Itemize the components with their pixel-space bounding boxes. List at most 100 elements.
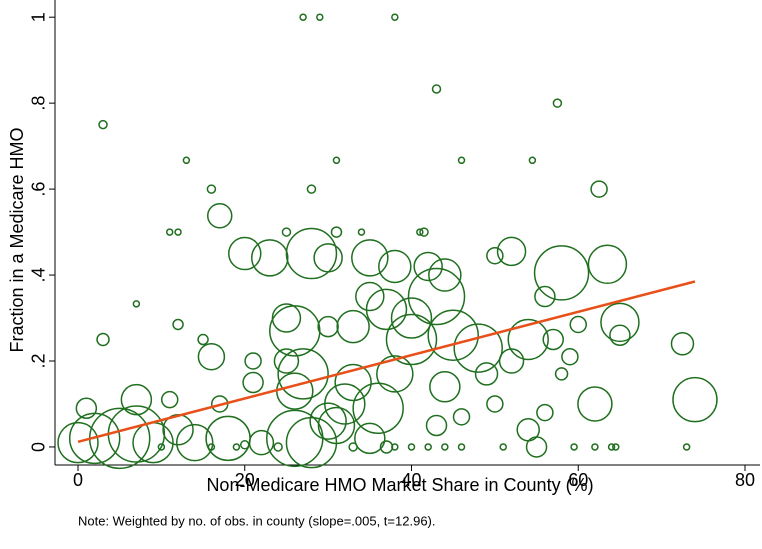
bubble (324, 383, 366, 425)
bubble (206, 202, 233, 229)
bubble (285, 227, 338, 280)
bubble (554, 367, 569, 381)
bubble (285, 416, 338, 469)
bubble (316, 13, 324, 21)
bubble (175, 423, 214, 462)
bubble (157, 443, 166, 451)
bubble (391, 13, 399, 21)
bubble (182, 156, 191, 165)
bubble (552, 98, 563, 108)
bubble (542, 328, 564, 351)
bubble (413, 251, 443, 282)
bubble (376, 355, 414, 393)
x-axis-title: Non-Medicare HMO Market Share in County … (206, 475, 593, 495)
bubble (273, 348, 300, 374)
bubble (569, 315, 587, 334)
bubble (561, 347, 579, 366)
bubble (407, 443, 416, 451)
bubble (75, 397, 98, 420)
bubble (240, 440, 250, 450)
bubble (385, 313, 438, 366)
y-axis-title: Fraction in a Medicare HMO (7, 127, 27, 352)
bubble (390, 297, 433, 339)
bubble (525, 436, 548, 458)
bubble (452, 408, 471, 426)
bubble (330, 226, 343, 238)
bubble (248, 429, 275, 456)
bubble (429, 371, 461, 403)
bubble (351, 239, 389, 277)
bubble (496, 236, 527, 267)
bubble (174, 228, 182, 236)
bubble (428, 258, 462, 292)
bubble (536, 403, 554, 422)
bubble (132, 300, 141, 308)
bubble (206, 184, 217, 194)
bubble (244, 352, 262, 370)
bubble (424, 443, 432, 451)
bubble (457, 156, 466, 165)
bubble (591, 443, 599, 451)
bubble (672, 376, 718, 423)
bubble (197, 333, 209, 346)
bubble (352, 382, 404, 435)
y-tick-label: .6 (29, 182, 49, 197)
bubble (441, 443, 449, 451)
bubble (160, 390, 179, 409)
x-tick-label: 20 (235, 470, 255, 490)
bubble (453, 323, 503, 373)
bubble (172, 318, 184, 331)
bubble (197, 342, 226, 371)
bubble (486, 395, 504, 413)
bubble (309, 402, 347, 440)
bubble (68, 412, 121, 465)
bubble (228, 236, 262, 271)
bubble (407, 267, 466, 326)
bubble (242, 371, 264, 394)
bubble (354, 422, 386, 455)
fit-line (77, 280, 696, 444)
bubble (165, 228, 174, 236)
bubble (609, 324, 631, 346)
bubble (378, 249, 412, 284)
bubble (120, 383, 153, 416)
bubble (365, 288, 408, 331)
bubble (474, 362, 499, 386)
bubble (273, 442, 283, 452)
y-tick-label: 0 (29, 442, 49, 452)
bubble (96, 332, 110, 347)
note: Note: Weighted by no. of obs. in county … (78, 513, 436, 528)
bubble (498, 348, 525, 374)
bubble (334, 363, 372, 402)
y-tick-label: .8 (29, 96, 49, 111)
bubble (306, 184, 317, 194)
bubble (357, 228, 366, 236)
y-tick-label: .4 (29, 268, 49, 283)
bubble (251, 239, 289, 277)
bubble (391, 443, 399, 451)
bubble (507, 318, 549, 361)
bubble (348, 442, 358, 452)
bubble (299, 13, 307, 21)
bubble (271, 303, 302, 333)
bubble (431, 84, 442, 94)
bubble (670, 332, 695, 356)
bubble (355, 281, 385, 312)
bubble (587, 244, 628, 285)
bubble (486, 246, 504, 265)
x-tick-label: 60 (568, 470, 588, 490)
y-tick-label: .2 (29, 353, 49, 368)
bubble (313, 243, 343, 273)
bubble (98, 119, 108, 130)
bubble (607, 443, 616, 451)
bubble (600, 302, 640, 343)
bubble (427, 309, 479, 361)
bubble (57, 421, 99, 464)
bubble (419, 227, 429, 237)
bubble (266, 409, 324, 468)
x-tick-label: 0 (73, 470, 83, 490)
x-tick-label: 40 (401, 470, 421, 490)
bubble (332, 156, 341, 165)
bubble (533, 245, 590, 301)
